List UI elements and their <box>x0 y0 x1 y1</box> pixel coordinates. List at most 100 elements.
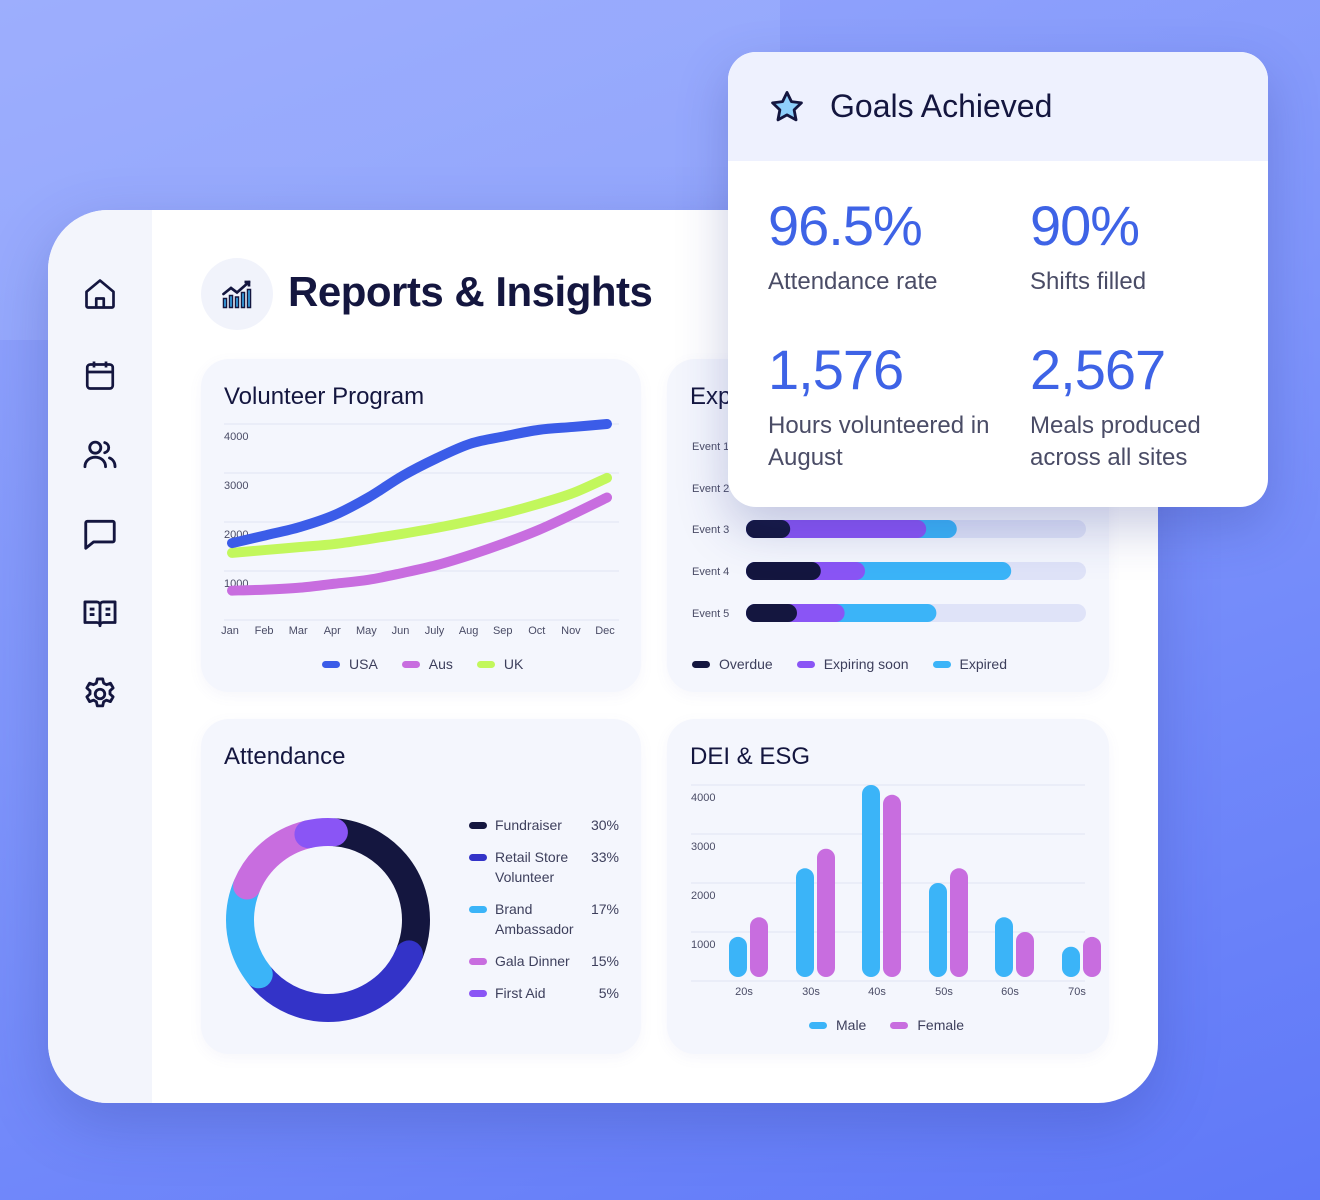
x-tick-label: July <box>425 625 445 637</box>
dei-esg-card: DEI & ESG 1000 2000 3000 4000 20s 30s 40s 50s 60… <box>667 719 1109 1054</box>
series-line-uk <box>227 472 612 558</box>
volunteer-program-card: Volunteer Program 1000 2000 3000 4000 Jan Feb… <box>201 359 641 692</box>
card-title: Attendance <box>224 743 346 770</box>
users-icon <box>83 440 117 469</box>
header-icon-badge <box>201 258 273 330</box>
stat-label: Shifts filled <box>1030 268 1147 295</box>
legend-item-female[interactable]: Female <box>890 1017 964 1033</box>
legend-label: Expired <box>959 656 1007 672</box>
legend-swatch <box>796 660 815 668</box>
x-tick-label: 70s <box>1068 986 1086 998</box>
sidebar-item-messages[interactable] <box>80 514 120 554</box>
card-title: DEI & ESG <box>690 743 811 770</box>
legend-item-aus[interactable]: Aus <box>401 656 453 672</box>
legend-swatch <box>469 990 487 997</box>
legend-swatch <box>476 660 495 668</box>
stat-label: Meals produced across all sites <box>1030 412 1201 471</box>
stat-shifts-filled: 90% Shifts filled <box>1030 198 1250 298</box>
x-tick-label: Jan <box>221 625 239 637</box>
x-tick-label: Feb <box>255 625 274 637</box>
bar-male <box>1062 946 1080 977</box>
legend-label: UK <box>503 656 524 672</box>
legend-label: Retail Store Volunteer <box>495 849 569 885</box>
donut-slice-retail-store-volunteer <box>226 818 430 1022</box>
bar-male <box>729 936 747 977</box>
dei-legend: Male Female <box>809 1017 964 1033</box>
legend-item-uk[interactable]: UK <box>476 656 524 672</box>
stat-value: 1,576 <box>768 338 904 401</box>
sidebar-item-calendar[interactable] <box>80 355 120 395</box>
dei-bar-chart: 1000 2000 3000 4000 20s 30s 40s 50s 60s 70s <box>691 784 1101 998</box>
legend-item-male[interactable]: Male <box>809 1017 866 1033</box>
x-tick-label: Mar <box>289 625 308 637</box>
bar-male <box>929 883 947 977</box>
legend-swatch <box>322 660 340 668</box>
legend-item-fundraiser: Fundraiser 30% <box>469 815 619 835</box>
x-tick-label: Jun <box>392 625 410 637</box>
legend-swatch <box>469 854 487 861</box>
attendance-card: Attendance Fundraiser 30% Retail Store Vo… <box>201 719 641 1054</box>
bar-male <box>862 785 880 977</box>
legend-label: Male <box>836 1017 867 1033</box>
x-tick-label: 40s <box>868 986 886 998</box>
legend-item-expiring-soon[interactable]: Expiring soon <box>796 656 909 672</box>
sidebar <box>48 210 152 1103</box>
x-tick-label: 30s <box>802 986 820 998</box>
legend-value: 17% <box>590 901 619 917</box>
bar-segment-overdue <box>746 562 821 580</box>
x-tick-label: Nov <box>561 625 581 637</box>
legend-item-first-aid: First Aid 5% <box>469 983 619 1003</box>
goals-achieved-card: Goals Achieved 96.5% Attendance rate 90% S… <box>728 52 1268 507</box>
legend-label: Aus <box>428 656 453 672</box>
legend-swatch <box>469 822 487 829</box>
chart-icon <box>222 280 252 309</box>
sidebar-item-users[interactable] <box>80 434 120 474</box>
bar-segment-overdue <box>746 520 791 538</box>
volunteer-legend: USA Aus UK <box>322 656 523 672</box>
stat-label: Hours volunteered in August <box>768 412 990 471</box>
y-tick-label: 3000 <box>691 841 715 853</box>
sidebar-item-settings[interactable] <box>80 674 120 714</box>
legend-item-overdue[interactable]: Overdue <box>692 656 773 672</box>
x-tick-label: May <box>356 625 377 637</box>
stat-attendance-rate: 96.5% Attendance rate <box>768 198 998 298</box>
stat-label: Attendance rate <box>768 268 938 295</box>
x-tick-label: Apr <box>324 625 341 637</box>
settings-icon <box>85 677 115 708</box>
category-label: Event 4 <box>692 566 729 578</box>
home-icon <box>85 279 115 309</box>
legend-value: 30% <box>590 817 619 833</box>
legend-item-usa[interactable]: USA <box>322 656 378 672</box>
goals-title: Goals Achieved <box>830 88 1053 124</box>
legend-label: Female <box>917 1017 965 1033</box>
legend-label: Gala Dinner <box>495 953 570 969</box>
sidebar-item-library[interactable] <box>80 593 120 633</box>
stat-value: 90% <box>1030 194 1140 257</box>
legend-value: 5% <box>598 985 619 1001</box>
bar-female <box>750 917 768 977</box>
y-tick-label: 4000 <box>224 431 248 443</box>
legend-swatch <box>401 660 420 668</box>
attendance-donut-chart <box>226 818 430 1022</box>
series-line-aus <box>227 492 612 596</box>
legend-item-expired[interactable]: Expired <box>932 656 1007 672</box>
donut-group <box>226 818 430 1022</box>
sidebar-item-home[interactable] <box>80 274 120 314</box>
stat-hours-volunteered: 1,576 Hours volunteered in August <box>768 342 998 474</box>
bar-female <box>883 794 901 977</box>
legend-value: 33% <box>590 849 619 865</box>
donut-slice-first-aid <box>226 818 430 1022</box>
category-label: Event 1 <box>692 441 729 453</box>
stat-meals-produced: 2,567 Meals produced across all sites <box>1030 342 1250 474</box>
legend-label: Brand Ambassador <box>495 901 574 937</box>
legend-label: First Aid <box>495 985 546 1001</box>
legend-swatch <box>890 1021 909 1029</box>
bar-segment-expiring-soon <box>746 520 927 538</box>
stat-value: 96.5% <box>768 194 923 257</box>
bar-female <box>817 848 835 977</box>
legend-item-retail-store: Retail Store Volunteer 33% <box>469 847 619 887</box>
x-tick-label: 60s <box>1001 986 1019 998</box>
series-line-usa <box>227 419 612 549</box>
y-tick-label: 2000 <box>691 890 715 902</box>
